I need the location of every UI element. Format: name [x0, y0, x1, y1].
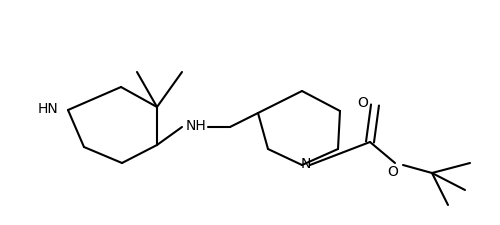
Text: HN: HN: [38, 101, 58, 115]
Text: O: O: [388, 164, 398, 178]
Text: O: O: [358, 96, 368, 110]
Text: NH: NH: [186, 119, 206, 132]
Text: N: N: [301, 156, 311, 170]
